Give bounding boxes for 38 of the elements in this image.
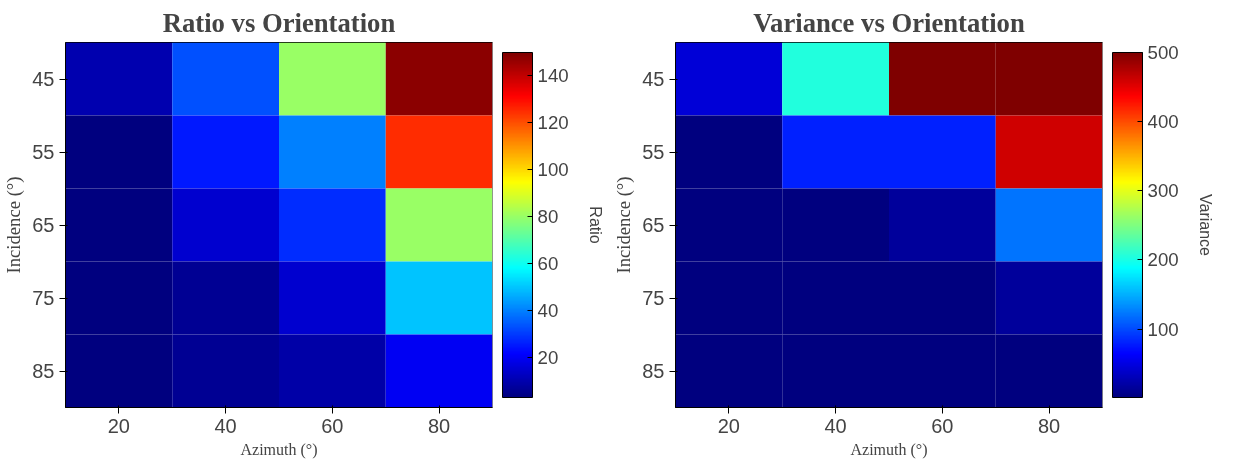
y-tick-label: 75 bbox=[32, 287, 55, 309]
y-tick-label: 85 bbox=[32, 360, 55, 382]
y-tick-label: 55 bbox=[642, 141, 665, 163]
color-bar-label: 100 bbox=[1147, 318, 1179, 340]
x-tick-label: 40 bbox=[214, 414, 237, 437]
color-bar-label: 80 bbox=[537, 206, 559, 228]
y-tick-label: 75 bbox=[642, 287, 665, 309]
y-tick-label: 65 bbox=[32, 214, 55, 236]
x-tick-label: 40 bbox=[824, 414, 847, 437]
chart-title: Ratio vs Orientation bbox=[162, 7, 396, 38]
x-axis-title: Azimuth (°) bbox=[240, 440, 318, 459]
y-tick-label: 85 bbox=[642, 360, 665, 382]
y-axis-title: Incidence (°) bbox=[3, 176, 26, 274]
color-bar-label: 400 bbox=[1147, 111, 1179, 133]
chart-title: Variance vs Orientation bbox=[753, 7, 1025, 38]
x-tick-label: 80 bbox=[1038, 414, 1061, 437]
x-tick-label: 20 bbox=[107, 414, 130, 437]
color-bar-label: 40 bbox=[537, 300, 559, 322]
color-bar-label: 140 bbox=[537, 65, 569, 87]
color-bar-label: 120 bbox=[537, 112, 569, 134]
y-tick-label: 45 bbox=[32, 68, 55, 90]
x-tick-label: 60 bbox=[321, 414, 344, 437]
x-axis-title: Azimuth (°) bbox=[850, 440, 928, 459]
color-bar-label: 500 bbox=[1147, 42, 1179, 63]
y-axis-title: Incidence (°) bbox=[613, 176, 636, 274]
y-tick-label: 55 bbox=[32, 141, 55, 163]
x-tick-label: 80 bbox=[428, 414, 451, 437]
x-tick-label: 60 bbox=[931, 414, 954, 437]
color-bar-label: 60 bbox=[537, 253, 559, 275]
color-bar-label: 20 bbox=[537, 347, 559, 369]
x-tick-label: 20 bbox=[717, 414, 740, 437]
y-tick-label: 45 bbox=[642, 68, 665, 90]
color-bar-title: Ratio bbox=[586, 206, 604, 244]
color-bar-label: 100 bbox=[537, 159, 569, 181]
color-bar-label: 300 bbox=[1147, 180, 1179, 202]
color-bar-label: 200 bbox=[1147, 249, 1179, 271]
color-bar-title: Variance bbox=[1196, 194, 1214, 257]
y-tick-label: 65 bbox=[642, 214, 665, 236]
